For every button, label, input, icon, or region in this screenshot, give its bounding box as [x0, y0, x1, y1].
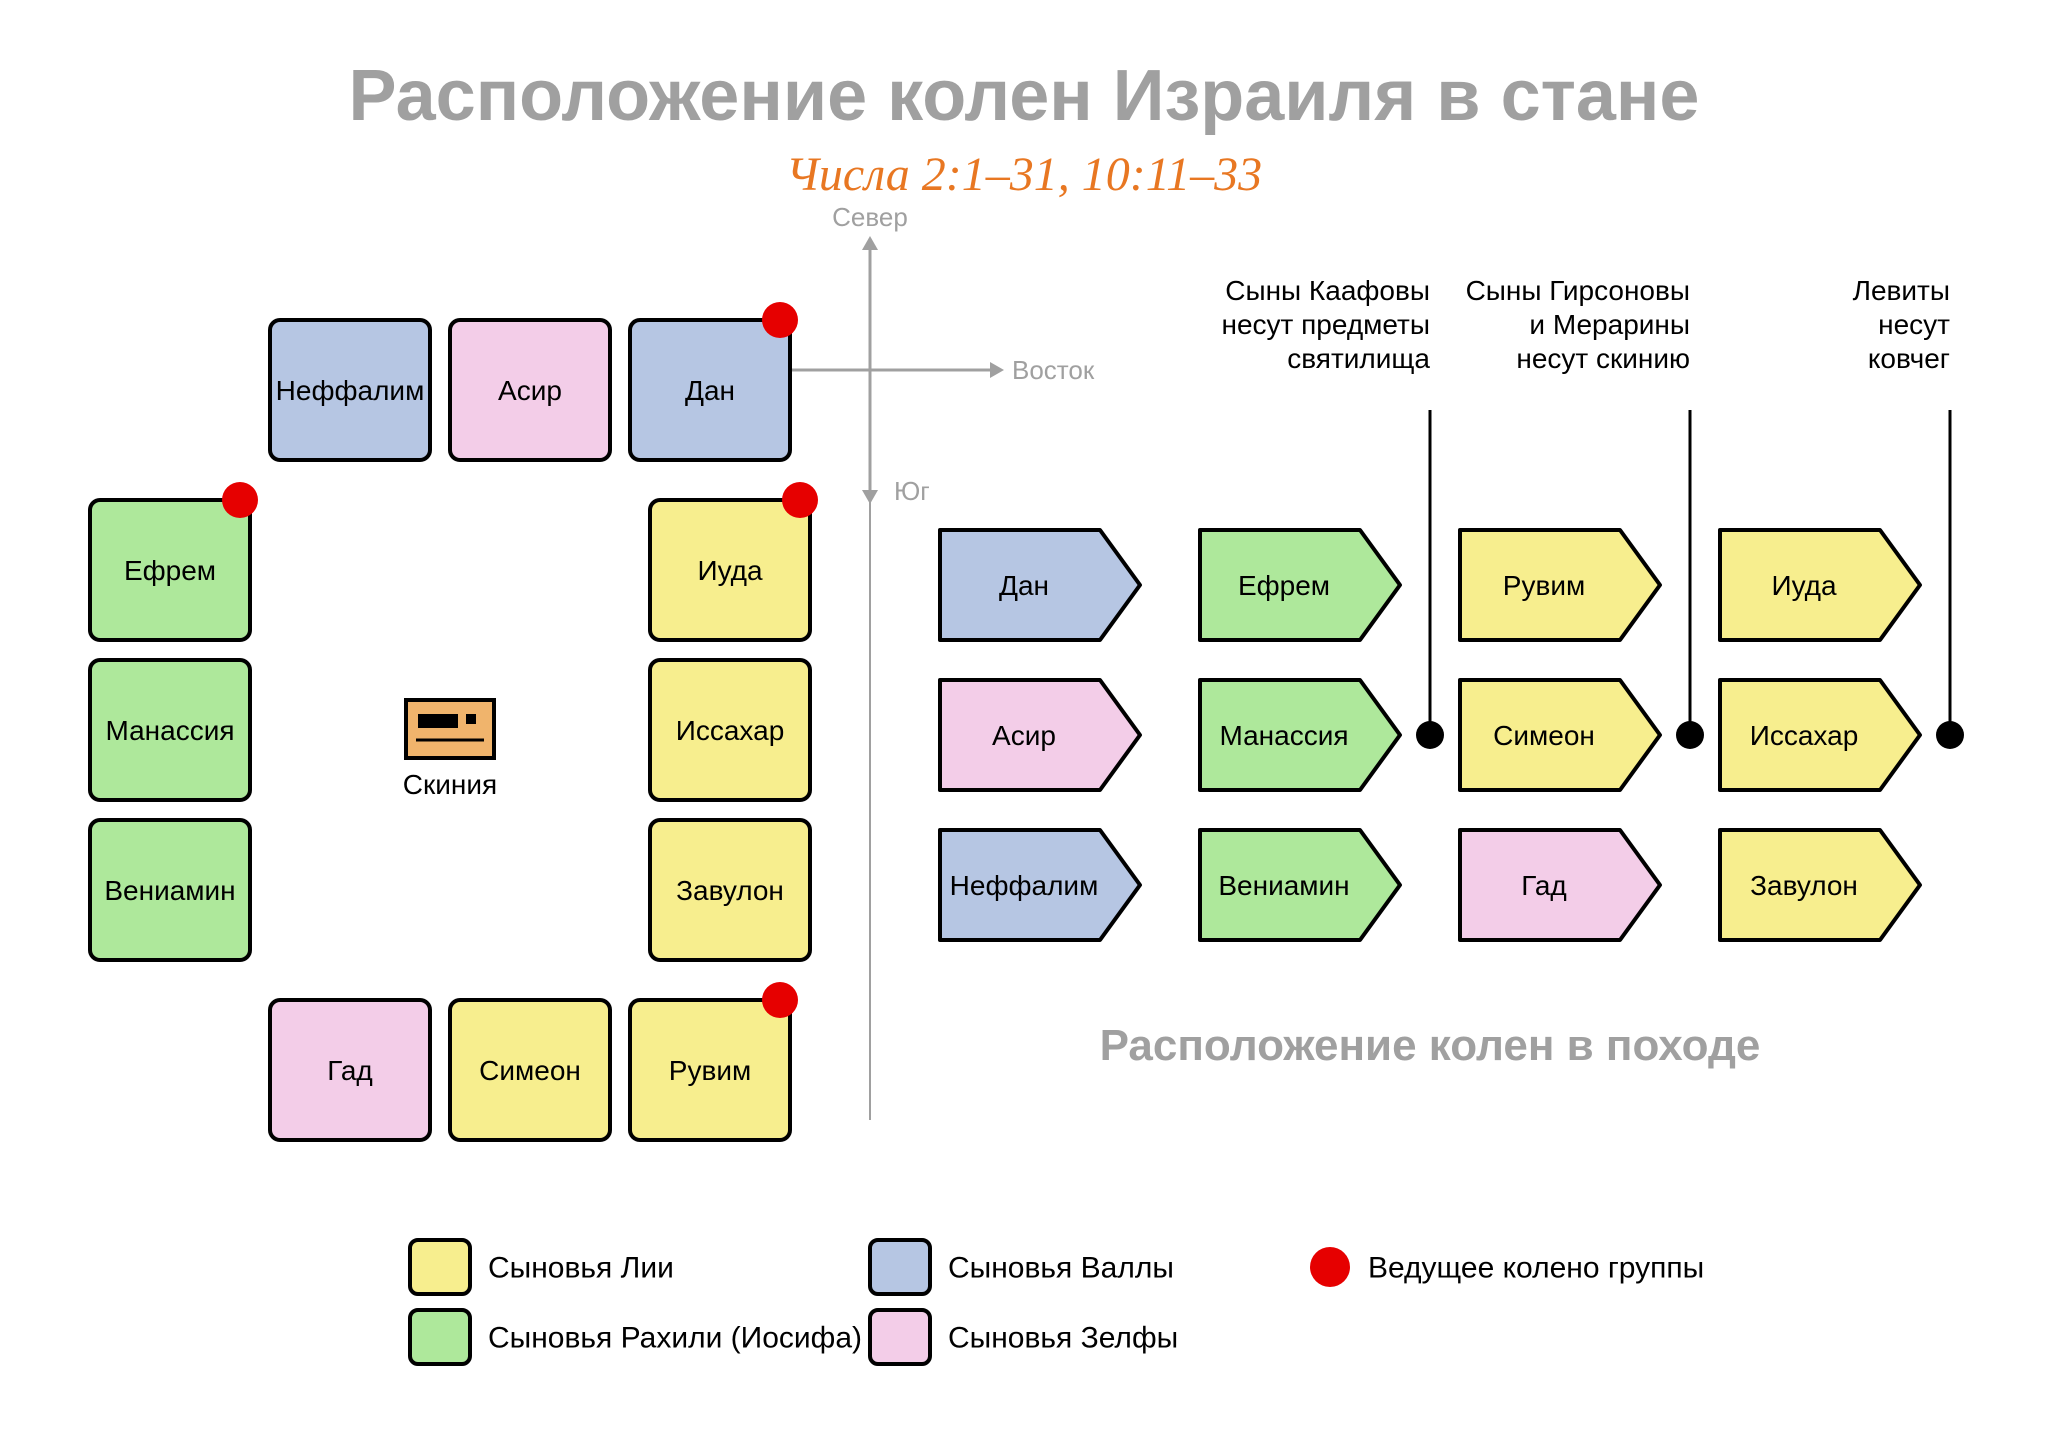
svg-text:Асир: Асир: [498, 375, 562, 406]
march-tribe-Асир: Асир: [940, 680, 1140, 790]
march-pin-dot: [1416, 721, 1444, 749]
svg-text:Ефрем: Ефрем: [1238, 570, 1330, 601]
camp-tribe-Гад: Гад: [270, 1000, 430, 1140]
svg-text:Дан: Дан: [685, 375, 735, 406]
leader-dot: [762, 302, 798, 338]
tabernacle-icon: Скиния: [403, 700, 497, 800]
march-tribe-Неффалим: Неффалим: [940, 830, 1140, 940]
svg-text:Асир: Асир: [992, 720, 1056, 751]
legend-swatch: [410, 1310, 470, 1364]
svg-text:Гад: Гад: [327, 1055, 373, 1086]
svg-text:Дан: Дан: [999, 570, 1049, 601]
leader-dot: [762, 982, 798, 1018]
camp-tribe-Манассия: Манассия: [90, 660, 250, 800]
tabernacle-label: Скиния: [403, 769, 497, 800]
legend-swatch: [870, 1240, 930, 1294]
march-header-line: и Мерарины: [1529, 309, 1690, 340]
svg-text:Завулон: Завулон: [676, 875, 784, 906]
svg-text:Неффалим: Неффалим: [276, 375, 425, 406]
svg-text:Гад: Гад: [1521, 870, 1567, 901]
svg-text:Завулон: Завулон: [1750, 870, 1858, 901]
main-title: Расположение колен Израиля в стане: [349, 56, 1700, 136]
svg-text:Север: Север: [832, 202, 908, 232]
march-header-line: несут скинию: [1516, 343, 1690, 374]
svg-text:Иссахар: Иссахар: [676, 715, 785, 746]
march-tribe-Иссахар: Иссахар: [1720, 680, 1920, 790]
march-subtitle: Расположение колен в походе: [1100, 1021, 1761, 1070]
march-header-line: Сыны Каафовы: [1225, 275, 1430, 306]
march-pin-dot: [1676, 721, 1704, 749]
svg-text:Иссахар: Иссахар: [1750, 720, 1859, 751]
march-tribe-Завулон: Завулон: [1720, 830, 1920, 940]
march-tribe-Рувим: Рувим: [1460, 530, 1660, 640]
march-tribe-Иуда: Иуда: [1720, 530, 1920, 640]
camp-tribe-Асир: Асир: [450, 320, 610, 460]
camp-tribe-Завулон: Завулон: [650, 820, 810, 960]
svg-text:Симеон: Симеон: [1493, 720, 1595, 751]
svg-text:Юг: Юг: [894, 476, 930, 506]
leader-dot: [222, 482, 258, 518]
camp-tribe-Иуда: Иуда: [650, 500, 810, 640]
legend-label: Сыновья Рахили (Иосифа): [488, 1322, 862, 1355]
march-header-line: Левиты: [1853, 275, 1950, 306]
march-tribe-Симеон: Симеон: [1460, 680, 1660, 790]
svg-text:Иуда: Иуда: [1771, 570, 1837, 601]
legend: Сыновья Лии Сыновья Рахили (Иосифа) Сыновь…: [410, 1240, 1704, 1364]
camp-tribe-Симеон: Симеон: [450, 1000, 610, 1140]
svg-text:Рувим: Рувим: [669, 1055, 751, 1086]
camp-tribe-Рувим: Рувим: [630, 1000, 790, 1140]
svg-text:Вениамин: Вениамин: [1218, 870, 1349, 901]
march-header-line: несут: [1878, 309, 1950, 340]
camp-tribe-Дан: Дан: [630, 320, 790, 460]
march-header-line: ковчег: [1868, 343, 1950, 374]
legend-label: Сыновья Зелфы: [948, 1322, 1178, 1355]
march-tribe-Вениамин: Вениамин: [1200, 830, 1400, 940]
svg-text:Манассия: Манассия: [1219, 720, 1348, 751]
svg-text:Неффалим: Неффалим: [950, 870, 1099, 901]
march-header-line: Сыны Гирсоновы: [1466, 275, 1690, 306]
legend-dot: [1310, 1247, 1350, 1287]
march-header-line: несут предметы: [1221, 309, 1430, 340]
legend-label: Сыновья Валлы: [948, 1252, 1174, 1285]
legend-label: Ведущее колено группы: [1368, 1252, 1704, 1285]
svg-text:Рувим: Рувим: [1503, 570, 1585, 601]
svg-text:Иуда: Иуда: [697, 555, 763, 586]
svg-text:Восток: Восток: [1012, 355, 1095, 385]
legend-swatch: [410, 1240, 470, 1294]
march-tribe-Ефрем: Ефрем: [1200, 530, 1400, 640]
legend-label: Сыновья Лии: [488, 1252, 674, 1285]
svg-text:Симеон: Симеон: [479, 1055, 581, 1086]
svg-text:Манассия: Манассия: [105, 715, 234, 746]
camp-tribe-Неффалим: Неффалим: [270, 320, 430, 460]
camp-tribe-Иссахар: Иссахар: [650, 660, 810, 800]
camp-tribe-Вениамин: Вениамин: [90, 820, 250, 960]
camp-tribe-Ефрем: Ефрем: [90, 500, 250, 640]
legend-swatch: [870, 1310, 930, 1364]
march-tribe-Манассия: Манассия: [1200, 680, 1400, 790]
leader-dot: [782, 482, 818, 518]
march-header-line: святилища: [1287, 343, 1430, 374]
march-tribe-Дан: Дан: [940, 530, 1140, 640]
march-pin-dot: [1936, 721, 1964, 749]
svg-text:Вениамин: Вениамин: [104, 875, 235, 906]
subtitle: Числа 2:1–31, 10:11–33: [786, 148, 1262, 201]
march-tribe-Гад: Гад: [1460, 830, 1660, 940]
svg-text:Ефрем: Ефрем: [124, 555, 216, 586]
